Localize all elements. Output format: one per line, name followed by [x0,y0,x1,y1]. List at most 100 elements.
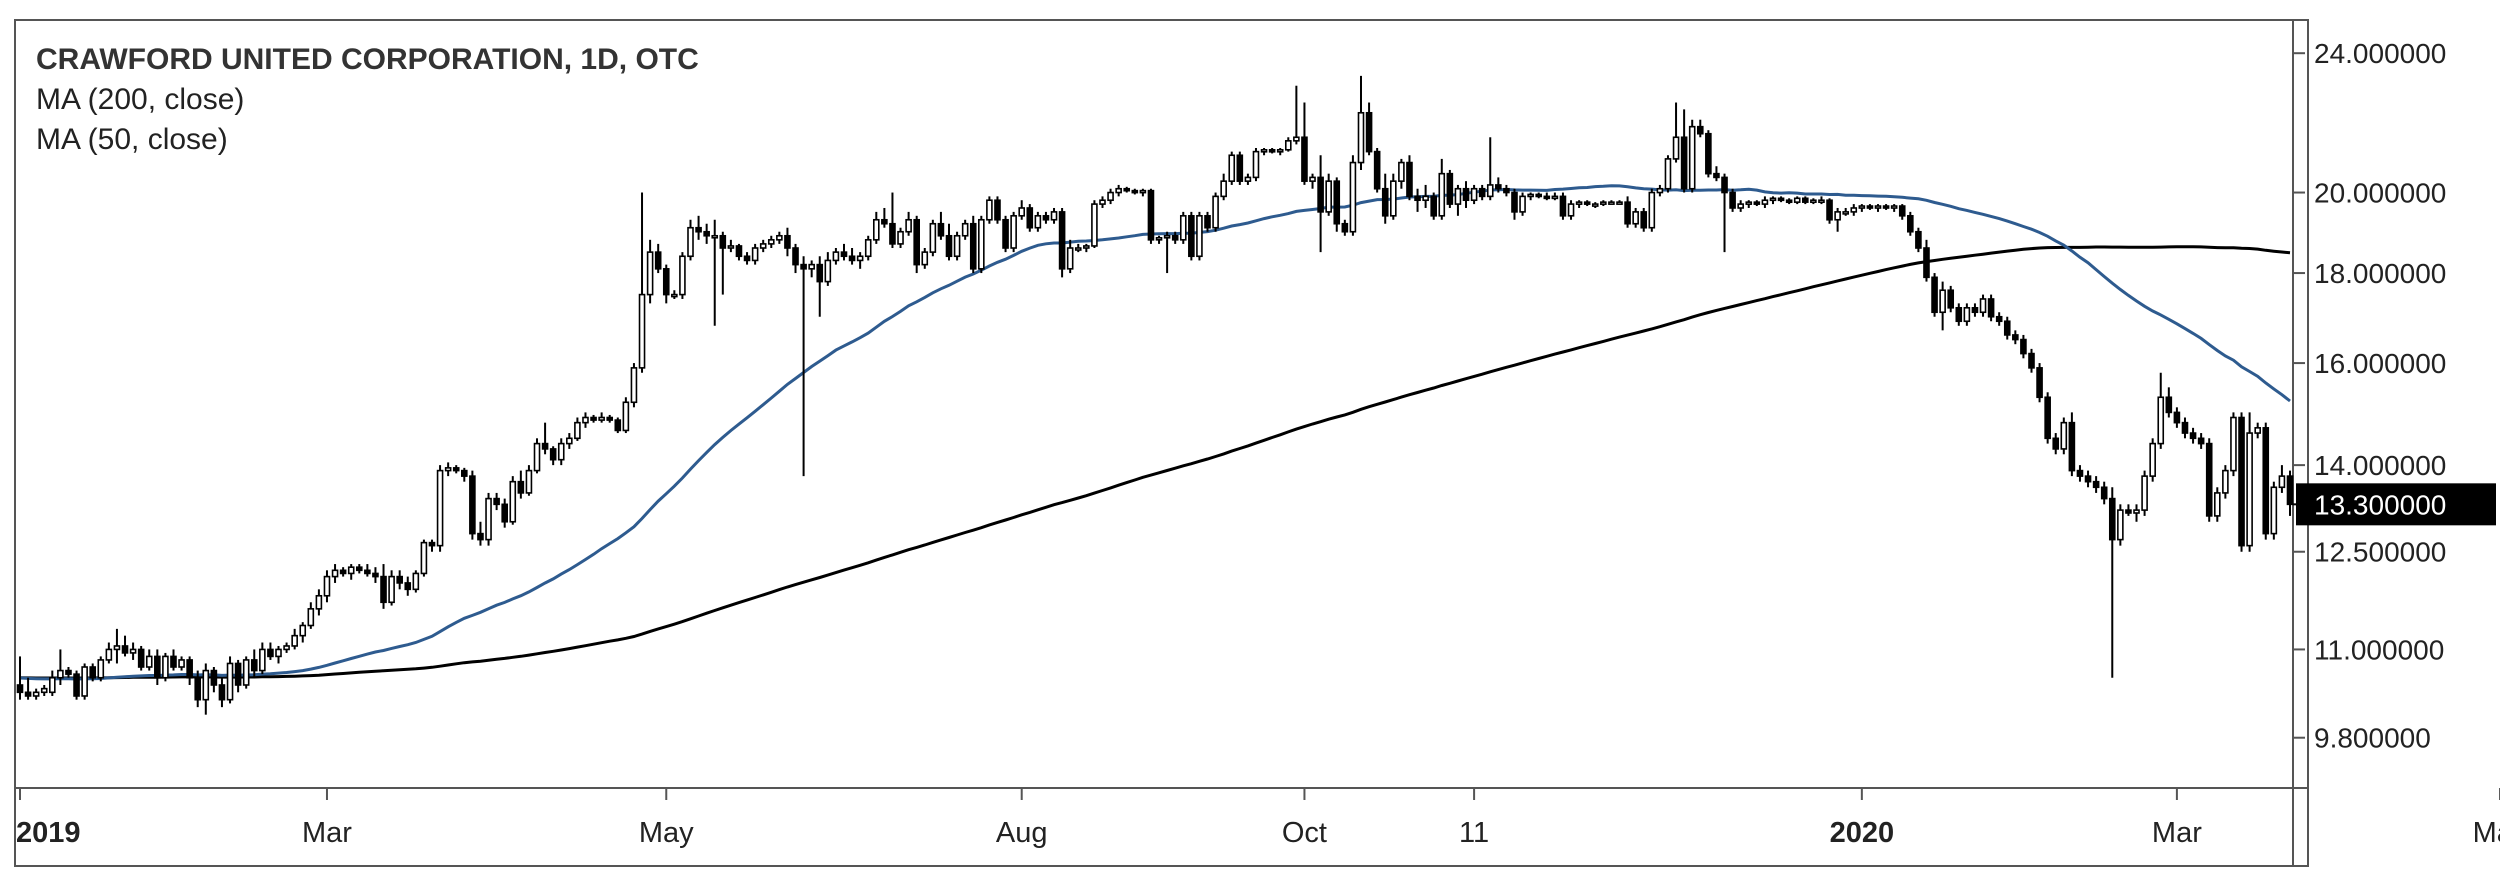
candle [1042,211,1050,224]
candle-body [574,421,581,440]
candle [832,247,840,265]
candle [1131,188,1139,195]
candle [743,252,751,265]
candle [1163,231,1171,274]
candle [1220,173,1227,201]
candle [1115,184,1122,197]
candle [1511,188,1518,220]
candle-body [275,648,282,658]
candle [16,656,24,700]
candle [1430,192,1438,220]
candle-body [1721,176,1728,194]
candle [703,223,710,244]
candle-body [186,659,193,679]
candle-body [436,469,444,547]
candle-body [65,669,72,675]
candle [396,570,403,590]
candle-body [1454,187,1462,205]
candle [444,462,452,477]
candle-body [1171,234,1179,241]
candle [2246,412,2253,552]
candle-body [137,648,145,668]
candle-body [364,569,371,575]
candle [1777,196,1785,203]
candle [848,247,856,265]
candle-body [743,255,751,262]
candle [2044,392,2051,444]
candle [1963,303,1971,326]
candle [1284,137,1292,152]
candle [250,649,258,678]
candle-body [1600,201,1607,205]
candle-body [1696,125,1704,135]
candle-body [57,669,64,679]
candle [1858,204,1866,212]
candle-body [1284,140,1292,151]
candle [1486,137,1494,201]
candle [2092,476,2100,493]
candle [1083,243,1090,253]
price-tag-box [2296,483,2496,526]
candle [2020,334,2027,359]
candle [1987,294,1995,322]
candle-body [1034,215,1042,229]
candle [1551,192,1559,201]
x-tick-label: 2019 [16,817,81,849]
candle [242,656,250,689]
candle-body [1785,199,1793,204]
candle-body [428,541,436,547]
y-tick-label: 9.800000 [2314,723,2431,754]
candle [1470,184,1478,205]
candle [1268,148,1276,154]
candle-body [1131,189,1139,194]
candle [1462,181,1470,208]
candle-body [1204,215,1211,229]
candle-body [2181,421,2189,434]
candle [2254,422,2261,439]
candle [1074,243,1082,253]
candle-body [945,234,953,258]
candle-body [1907,215,1914,233]
candle-body [242,659,250,686]
candle-body [2108,497,2116,541]
candle [1971,303,1979,317]
candle-body [1874,205,1882,209]
ma-50-line [19,184,2291,681]
candle-body [291,634,298,647]
candle [1818,196,1825,205]
candle-body [1705,132,1712,175]
candle [614,417,622,434]
candle [1745,200,1753,208]
candle [509,476,517,525]
candle-body [1769,197,1777,202]
candle [1640,207,1648,232]
candle [2181,417,2189,439]
candle-body [1398,161,1405,182]
candle [1333,177,1341,232]
candle [234,659,242,693]
candle [1204,211,1211,232]
candle-body [1591,203,1599,207]
candle-body [89,666,97,679]
candle [2060,417,2068,455]
candle [501,498,509,528]
candle-body [420,541,428,575]
candle-body [178,659,185,668]
candle [73,670,80,700]
candle-body [824,259,832,283]
y-axis-ticks: 24.000000 20.000000 18.000000 16.000000 14.0… [2293,38,2446,754]
candle [969,215,977,274]
candle-body [1373,150,1381,190]
candle-body [1777,197,1785,202]
candle [1947,285,1955,313]
candle-body [2157,396,2165,445]
candle-body [727,245,735,249]
candle [727,239,735,253]
candle-body [1608,201,1615,205]
candle-body [913,218,920,266]
candle [113,628,121,664]
candle-body [1551,195,1559,200]
candle-body [1745,201,1753,205]
ma-50-path [19,184,2291,681]
